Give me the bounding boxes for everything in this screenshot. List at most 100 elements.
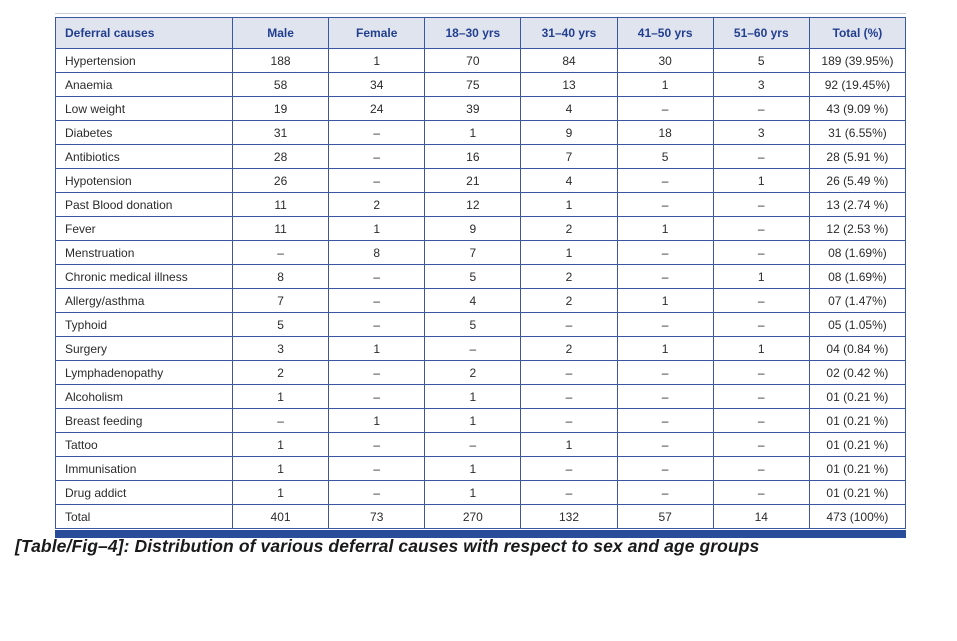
value-cell: 28 (5.91 %) [808, 144, 907, 169]
table-body: Hypertension 188 1 70 84 30 5 189 (39.95%) Anaem… [55, 48, 907, 529]
value-cell: 34 [328, 72, 426, 97]
table-row: Anaemia 58 34 75 13 1 3 92 (19.45%) [55, 72, 907, 97]
column-header: 51–60 yrs [712, 17, 810, 49]
value-cell: – [616, 432, 714, 457]
table-row: Hypertension 188 1 70 84 30 5 189 (39.95%) [55, 48, 907, 73]
deferral-table-container: Deferral causes Male Female 18–30 yrs 31–40 … [55, 13, 907, 538]
value-cell: 1 [231, 480, 330, 505]
table-row: Hypotension 26–21 4–1 26 (5.49 %) [55, 168, 907, 193]
value-cell: – [328, 168, 426, 193]
row-label-cell: Total [55, 504, 233, 529]
value-cell: – [328, 456, 426, 481]
value-cell: – [328, 384, 426, 409]
value-cell: – [520, 456, 618, 481]
value-cell: 9 [424, 216, 522, 241]
value-cell: 31 [231, 120, 330, 145]
value-cell: 75 [424, 72, 522, 97]
table-row: Diabetes 31–1 9 18 3 31 (6.55%) [55, 120, 907, 145]
value-cell: 01 (0.21 %) [808, 456, 907, 481]
value-cell: 473 (100%) [808, 504, 907, 529]
value-cell: 9 [520, 120, 618, 145]
value-cell: – [712, 288, 810, 313]
value-cell: 16 [424, 144, 522, 169]
table-row: Breast feeding –1 1– – –01 (0.21 %) [55, 408, 907, 433]
value-cell: 92 (19.45%) [808, 72, 907, 97]
row-label-cell: Hypotension [55, 168, 233, 193]
value-cell: 28 [231, 144, 330, 169]
value-cell: 1 [424, 408, 522, 433]
value-cell: 132 [520, 504, 618, 529]
row-label-cell: Antibiotics [55, 144, 233, 169]
value-cell: – [520, 384, 618, 409]
table-row: Alcoholism 1–1– – –01 (0.21 %) [55, 384, 907, 409]
value-cell: – [712, 192, 810, 217]
value-cell: 4 [520, 96, 618, 121]
value-cell: 1 [712, 168, 810, 193]
value-cell: 2 [520, 216, 618, 241]
value-cell: – [424, 336, 522, 361]
value-cell: – [520, 312, 618, 337]
value-cell: 1 [712, 264, 810, 289]
value-cell: 05 (1.05%) [808, 312, 907, 337]
table-row: Antibiotics 28–16 7 5–28 (5.91 %) [55, 144, 907, 169]
value-cell: – [616, 360, 714, 385]
value-cell: 189 (39.95%) [808, 48, 907, 73]
value-cell: – [616, 168, 714, 193]
value-cell: – [328, 120, 426, 145]
value-cell: 3 [231, 336, 330, 361]
column-header: Male [231, 17, 330, 49]
row-label-cell: Past Blood donation [55, 192, 233, 217]
value-cell: 13 [520, 72, 618, 97]
value-cell: – [231, 408, 330, 433]
column-header: Deferral causes [55, 17, 233, 49]
value-cell: 8 [231, 264, 330, 289]
row-label-cell: Surgery [55, 336, 233, 361]
value-cell: – [712, 360, 810, 385]
value-cell: 84 [520, 48, 618, 73]
table-row: Drug addict 1–1– – –01 (0.21 %) [55, 480, 907, 505]
value-cell: – [520, 360, 618, 385]
value-cell: 1 [231, 432, 330, 457]
row-label-cell: Tattoo [55, 432, 233, 457]
header-row: Deferral causes Male Female 18–30 yrs 31–40 … [55, 17, 907, 49]
value-cell: 4 [424, 288, 522, 313]
value-cell: 270 [424, 504, 522, 529]
value-cell: 7 [231, 288, 330, 313]
value-cell: 5 [231, 312, 330, 337]
value-cell: 1 [424, 456, 522, 481]
value-cell: 02 (0.42 %) [808, 360, 907, 385]
value-cell: 18 [616, 120, 714, 145]
value-cell: – [712, 480, 810, 505]
value-cell: 26 (5.49 %) [808, 168, 907, 193]
value-cell: 04 (0.84 %) [808, 336, 907, 361]
table-row: Lymphadenopathy 2–2– – –02 (0.42 %) [55, 360, 907, 385]
value-cell: – [712, 216, 810, 241]
value-cell: 01 (0.21 %) [808, 408, 907, 433]
value-cell: 11 [231, 216, 330, 241]
value-cell: 01 (0.21 %) [808, 480, 907, 505]
value-cell: 1 [424, 480, 522, 505]
row-label-cell: Hypertension [55, 48, 233, 73]
column-header: 18–30 yrs [424, 17, 522, 49]
value-cell: 43 (9.09 %) [808, 96, 907, 121]
value-cell: 188 [231, 48, 330, 73]
value-cell: 30 [616, 48, 714, 73]
row-label-cell: Drug addict [55, 480, 233, 505]
value-cell: 1 [328, 216, 426, 241]
value-cell: – [616, 264, 714, 289]
value-cell: – [520, 480, 618, 505]
value-cell: – [616, 312, 714, 337]
value-cell: 1 [231, 456, 330, 481]
value-cell: 1 [520, 240, 618, 265]
value-cell: – [616, 384, 714, 409]
value-cell: 07 (1.47%) [808, 288, 907, 313]
value-cell: 31 (6.55%) [808, 120, 907, 145]
value-cell: – [424, 432, 522, 457]
column-header: Female [328, 17, 426, 49]
value-cell: 7 [424, 240, 522, 265]
value-cell: 3 [712, 72, 810, 97]
table-row: Menstruation –8 7 1– –08 (1.69%) [55, 240, 907, 265]
value-cell: – [616, 96, 714, 121]
value-cell: 13 (2.74 %) [808, 192, 907, 217]
